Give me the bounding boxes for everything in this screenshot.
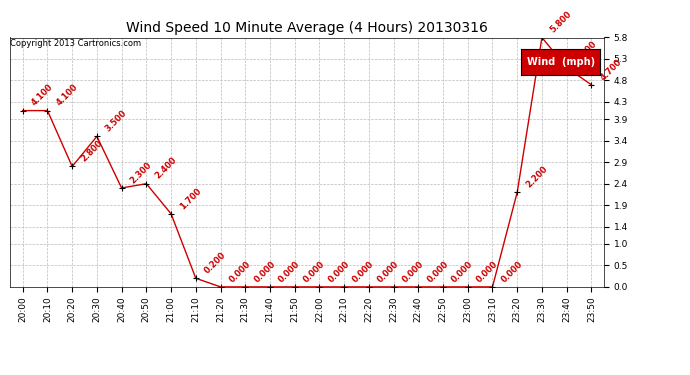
Text: 0.000: 0.000 — [400, 259, 426, 284]
Text: 2.400: 2.400 — [153, 156, 179, 181]
Text: 0.200: 0.200 — [203, 251, 228, 276]
Text: 4.700: 4.700 — [598, 57, 623, 82]
Text: Wind  (mph): Wind (mph) — [526, 57, 595, 67]
Text: 2.800: 2.800 — [79, 139, 104, 164]
Text: 0.000: 0.000 — [228, 259, 253, 284]
Text: 0.000: 0.000 — [376, 259, 401, 284]
Text: 4.100: 4.100 — [30, 83, 55, 108]
Text: 0.000: 0.000 — [326, 259, 351, 284]
Text: 0.000: 0.000 — [302, 259, 326, 284]
Text: 2.300: 2.300 — [128, 160, 154, 185]
Text: 4.100: 4.100 — [55, 83, 79, 108]
Text: 0.000: 0.000 — [500, 259, 524, 284]
Text: 0.000: 0.000 — [351, 259, 376, 284]
Text: 2.200: 2.200 — [524, 164, 549, 189]
Text: 0.000: 0.000 — [277, 259, 302, 284]
Text: 1.700: 1.700 — [178, 186, 203, 211]
Text: 0.000: 0.000 — [475, 259, 500, 284]
Text: 5.800: 5.800 — [549, 10, 574, 35]
Text: Copyright 2013 Cartronics.com: Copyright 2013 Cartronics.com — [10, 39, 141, 48]
Title: Wind Speed 10 Minute Average (4 Hours) 20130316: Wind Speed 10 Minute Average (4 Hours) 2… — [126, 21, 488, 35]
Text: 0.000: 0.000 — [450, 259, 475, 284]
Text: 0.000: 0.000 — [425, 259, 450, 284]
Text: 0.000: 0.000 — [252, 259, 277, 284]
Text: 3.500: 3.500 — [104, 109, 129, 134]
Text: 5.100: 5.100 — [573, 40, 599, 65]
